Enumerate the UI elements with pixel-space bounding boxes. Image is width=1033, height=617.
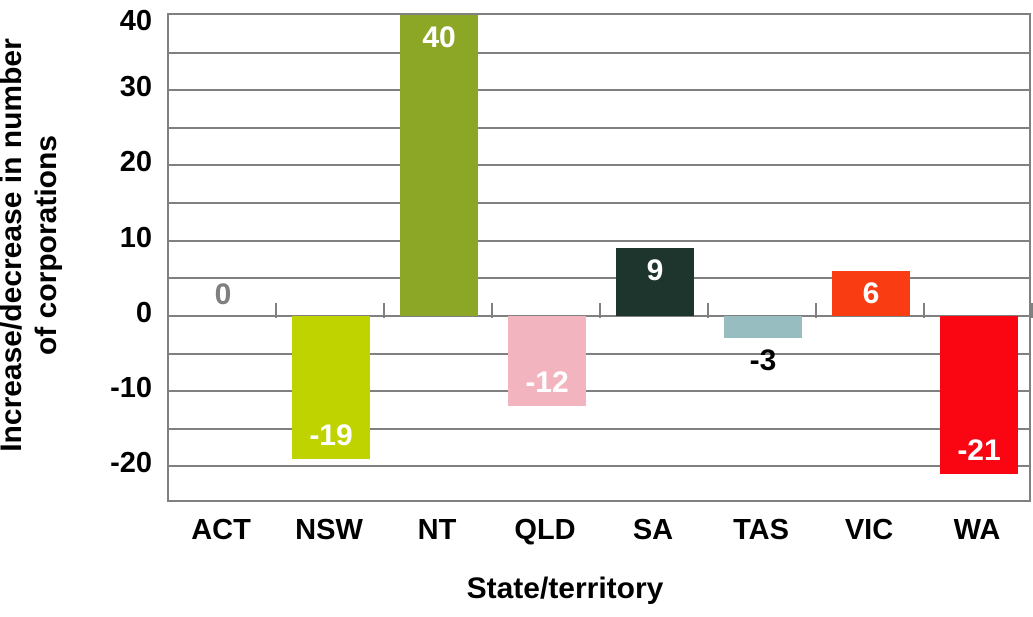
- gridline: [169, 465, 1029, 468]
- y-axis-label-0: 0: [135, 296, 152, 329]
- plot-area: 0 -19 40 -12 9 -3 6 -21: [167, 13, 1033, 502]
- gridline: [169, 352, 1029, 355]
- bar-value-label-vic: 6: [862, 276, 880, 310]
- axis-tick-mark: [815, 302, 817, 318]
- gridline: [169, 202, 1029, 205]
- axis-tick-mark: [923, 302, 925, 318]
- x-axis-label-sa: SA: [632, 514, 674, 546]
- bar-tas: [724, 315, 802, 339]
- y-axis-label--10: -10: [110, 372, 152, 405]
- x-axis-label-tas: TAS: [733, 514, 789, 546]
- x-axis-title: State/territory: [466, 572, 664, 605]
- y-axis-label--20: -20: [110, 447, 152, 480]
- x-axis-label-vic: VIC: [844, 514, 894, 546]
- x-axis-label-nsw: NSW: [295, 514, 363, 546]
- bar-qld: [508, 315, 586, 407]
- axis-tick-mark: [1031, 302, 1033, 318]
- bar-value-label-sa: 9: [646, 254, 664, 288]
- y-axis-label-10: 10: [119, 221, 152, 254]
- y-axis-label-30: 30: [119, 71, 152, 104]
- bar-value-label-tas: -3: [749, 344, 777, 378]
- x-axis-label-nt: NT: [417, 514, 457, 546]
- bar-nsw: [292, 315, 370, 459]
- axis-tick-mark: [383, 302, 385, 318]
- gridline: [169, 277, 1029, 280]
- axis-tick-mark: [275, 302, 277, 318]
- axis-tick-mark: [707, 302, 709, 318]
- bar-value-label-nt: 40: [422, 21, 456, 54]
- bar-value-label-wa: -21: [957, 433, 1001, 467]
- x-axis-label-act: ACT: [191, 514, 251, 546]
- bar-value-label-qld: -12: [525, 366, 569, 400]
- x-axis-label-qld: QLD: [514, 514, 576, 546]
- gridline: [169, 427, 1029, 430]
- gridline: [169, 164, 1029, 167]
- axis-tick-mark: [599, 302, 601, 318]
- axis-tick-mark: [491, 302, 493, 318]
- gridline: [169, 89, 1029, 92]
- gridline: [169, 390, 1029, 393]
- gridline: [169, 51, 1029, 54]
- bar-nt: [400, 15, 478, 316]
- bar-value-label-nsw: -19: [309, 418, 353, 452]
- bar-value-label-act: 0: [214, 277, 232, 311]
- gridline: [169, 126, 1029, 129]
- y-axis-label-40: 40: [119, 5, 152, 37]
- bar-sa: [616, 248, 694, 316]
- y-axis-label-20: 20: [119, 146, 152, 179]
- bar-wa: [940, 315, 1018, 474]
- gridline: [169, 239, 1029, 242]
- x-axis-label-wa: WA: [953, 514, 1001, 546]
- bar-vic: [832, 270, 910, 316]
